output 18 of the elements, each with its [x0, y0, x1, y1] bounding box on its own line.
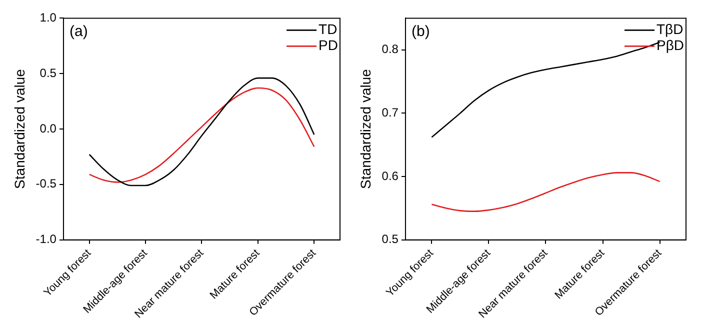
legend-label: TβD: [656, 21, 684, 38]
legend-label: PβD: [656, 37, 684, 54]
y-tick-label: -0.5: [36, 176, 57, 191]
legend-label: PD: [318, 37, 338, 54]
y-tick-label: 1.0: [40, 10, 57, 25]
y-axis-title: Standardized value: [11, 68, 28, 189]
y-tick-label: 0.5: [40, 66, 57, 80]
y-tick-label: 0.7: [382, 105, 399, 120]
y-tick-label: -1.0: [36, 232, 57, 246]
line-series: [431, 172, 660, 212]
y-tick-label: 0.6: [382, 168, 399, 183]
annotation: (b): [411, 22, 430, 40]
legend-label: TD: [318, 21, 338, 38]
y-tick-label: 0.5: [382, 232, 399, 246]
y-axis-title: Standardized value: [357, 68, 374, 189]
y-tick-label: 0.0: [40, 121, 57, 136]
annotation: (a): [69, 22, 88, 40]
y-tick-label: 0.8: [382, 42, 399, 56]
